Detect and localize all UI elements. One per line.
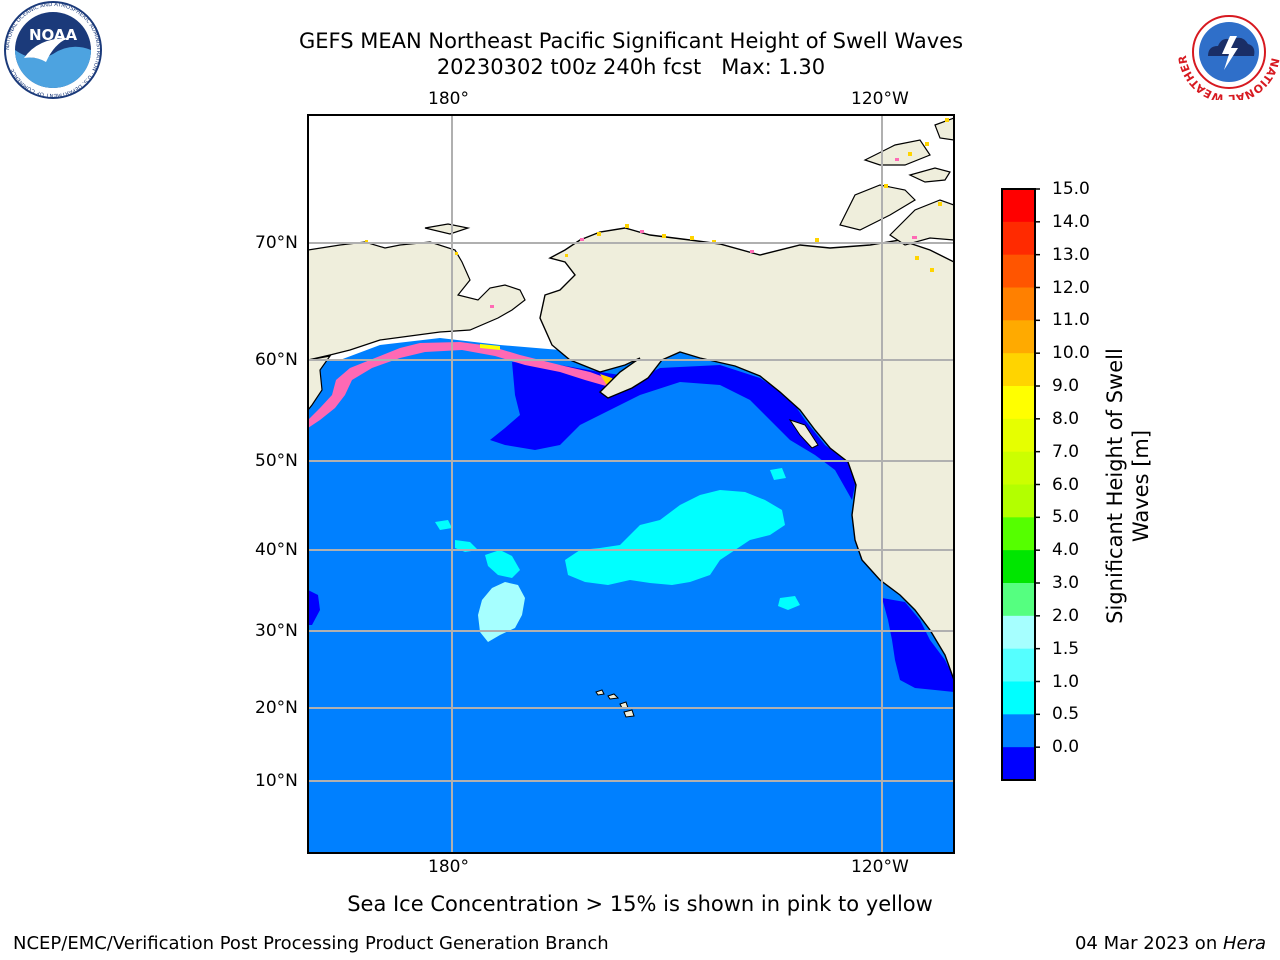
colorbar-segment xyxy=(1002,320,1035,354)
colorbar-segment xyxy=(1002,418,1035,453)
noaa-logo-text: NOAA xyxy=(29,26,78,44)
colorbar-tick-label: 0.5 xyxy=(1052,704,1080,725)
nws-logo-icon: NATIONAL WEATHER SERVICE xyxy=(1178,0,1280,100)
colorbar-segment xyxy=(1002,221,1035,256)
footer-date-text: 04 Mar 2023 on xyxy=(1074,933,1223,954)
colorbar-tick-label: 7.0 xyxy=(1052,441,1080,462)
colorbar-segment xyxy=(1002,386,1035,420)
noaa-logo-icon: NOAA NATIONAL OCEANIC AND ATMOSPHERIC AD… xyxy=(4,1,102,99)
lat-label-30n: 30°N xyxy=(255,621,298,641)
land-hawaii xyxy=(595,689,635,718)
colorbar-tick-label: 1.5 xyxy=(1052,638,1080,659)
colorbar-tick-label: 15.0 xyxy=(1052,179,1090,199)
colorbar-segment xyxy=(1002,747,1035,781)
graticule xyxy=(308,115,954,853)
colorbar-tick-label: 13.0 xyxy=(1052,244,1090,265)
colorbar xyxy=(1001,188,1040,781)
colorbar-tick-label: 10.0 xyxy=(1052,343,1090,364)
colorbar-segment xyxy=(1002,550,1035,584)
lat-label-70n: 70°N xyxy=(255,233,298,253)
lat-label-60n: 60°N xyxy=(255,350,298,370)
lon-label-top-180: 180° xyxy=(428,89,469,109)
colorbar-segment xyxy=(1002,451,1035,485)
low-swell-gulf-of-alaska xyxy=(490,362,856,500)
colorbar-segment xyxy=(1002,254,1035,288)
colorbar-tick-label: 14.0 xyxy=(1052,211,1090,232)
colorbar-segment xyxy=(1002,583,1035,617)
colorbar-label: Significant Height of Swell Waves [m] xyxy=(1102,306,1154,666)
colorbar-label-line2: Waves [m] xyxy=(1129,429,1153,543)
lon-label-bottom-120w: 120°W xyxy=(851,857,909,877)
footer-date: 04 Mar 2023 on Hera xyxy=(1075,933,1266,954)
footer-credit: NCEP/EMC/Verification Post Processing Pr… xyxy=(13,933,609,954)
colorbar-segment xyxy=(1002,615,1035,650)
colorbar-segment xyxy=(1002,353,1035,387)
colorbar-segment xyxy=(1002,484,1035,518)
colorbar-tick-label: 6.0 xyxy=(1052,474,1080,495)
colorbar-segment xyxy=(1002,517,1035,551)
colorbar-tick-label: 8.0 xyxy=(1052,408,1080,429)
lat-label-10n: 10°N xyxy=(255,771,298,791)
lat-label-40n: 40°N xyxy=(255,540,298,560)
colorbar-tick-label: 3.0 xyxy=(1052,573,1080,593)
lon-label-bottom-180: 180° xyxy=(428,857,469,877)
map-frame xyxy=(307,114,955,854)
colorbar-tick-label: 0.0 xyxy=(1052,737,1080,758)
footer-machine: Hera xyxy=(1222,933,1266,954)
colorbar-tick-label: 11.0 xyxy=(1052,310,1090,331)
colorbar-segment xyxy=(1002,681,1035,715)
colorbar-segment xyxy=(1002,287,1035,321)
swell-1.0-1.5-central xyxy=(565,490,785,585)
colorbar-label-line1: Significant Height of Swell xyxy=(1103,348,1127,624)
low-swell-baja xyxy=(882,598,954,692)
colorbar-tick-label: 12.0 xyxy=(1052,277,1090,298)
colorbar-segment xyxy=(1002,714,1035,748)
map-title: GEFS MEAN Northeast Pacific Significant … xyxy=(298,29,964,53)
colorbar-segment xyxy=(1002,648,1035,682)
map-subtitle: 20230302 t00z 240h fcst Max: 1.30 xyxy=(436,55,826,79)
lat-label-20n: 20°N xyxy=(255,698,298,718)
sea-ice-note: Sea Ice Concentration > 15% is shown in … xyxy=(347,892,933,916)
colorbar-tick-label: 2.0 xyxy=(1052,605,1080,626)
colorbar-tick-label: 4.0 xyxy=(1052,540,1080,561)
lon-label-top-120w: 120°W xyxy=(851,89,909,109)
swell-1.0-1.5-west xyxy=(478,582,525,642)
sea-ice-edge xyxy=(308,342,612,428)
colorbar-tick-label: 9.0 xyxy=(1052,376,1080,396)
colorbar-tick-label: 5.0 xyxy=(1052,507,1080,528)
colorbar-tick-label: 1.0 xyxy=(1052,671,1080,692)
lat-label-50n: 50°N xyxy=(255,451,298,471)
colorbar-segment xyxy=(1002,189,1035,223)
land-chukotka xyxy=(308,241,526,361)
